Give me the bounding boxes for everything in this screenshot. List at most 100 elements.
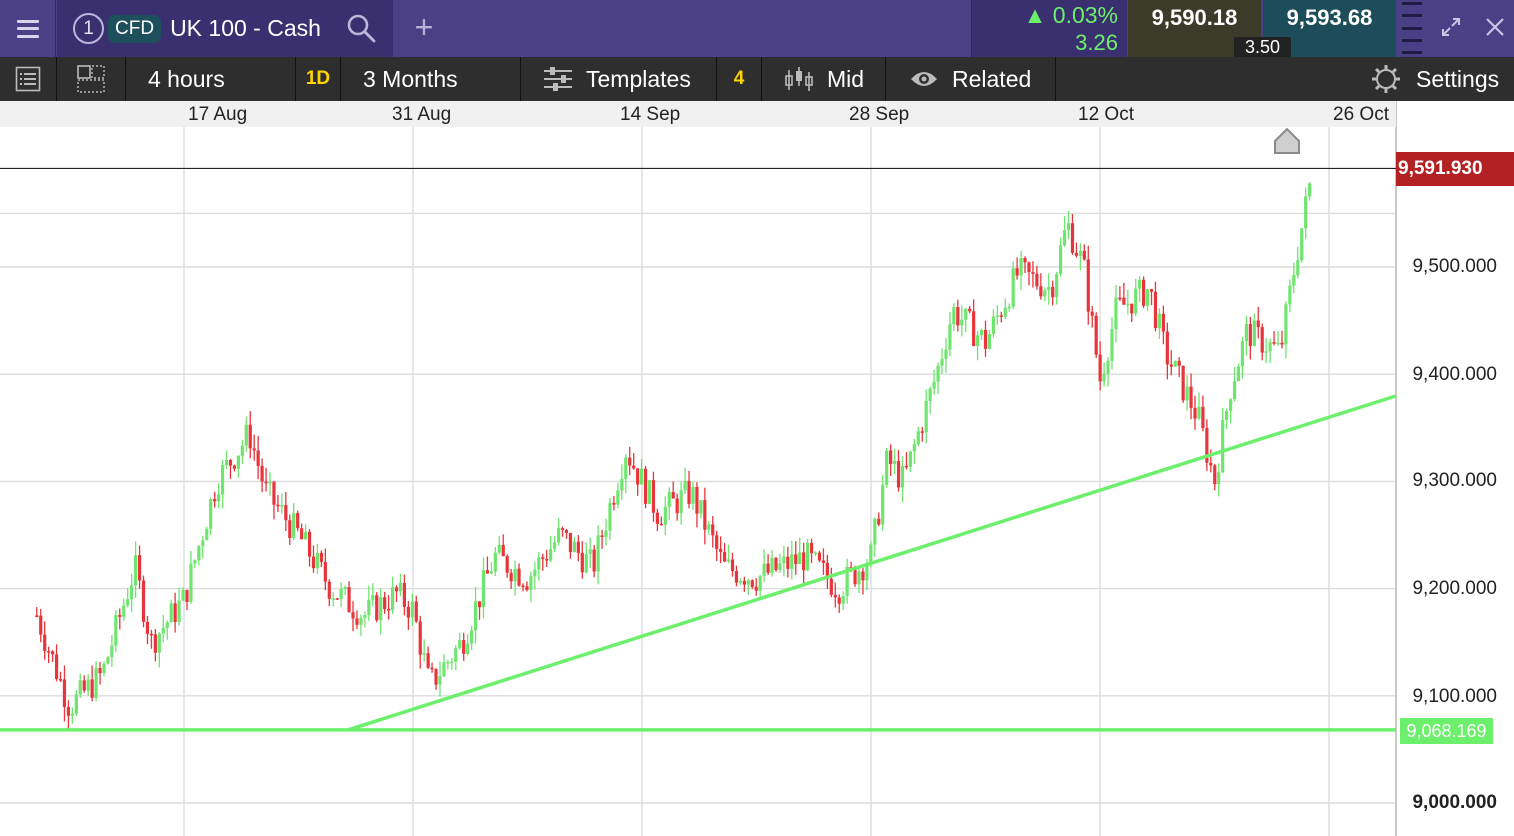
search-icon[interactable]	[345, 12, 377, 44]
candle-body	[636, 468, 640, 485]
candle-body	[624, 457, 628, 479]
quick-period-label: 1D	[305, 68, 331, 89]
candle-body	[861, 571, 865, 581]
price-type-label: Mid	[827, 65, 865, 92]
candle-body	[1078, 250, 1082, 256]
candle-body	[715, 535, 719, 549]
candle-body	[1134, 288, 1138, 314]
candle-body	[1169, 364, 1173, 367]
candle-body	[703, 500, 707, 530]
candle-body	[228, 459, 233, 466]
candle-body	[1023, 258, 1027, 263]
candle-body	[82, 680, 86, 691]
instrument-tab[interactable]: 1 CFD UK 100 - Cash	[57, 0, 393, 57]
candle-body	[375, 595, 379, 621]
candle-body	[355, 618, 359, 625]
candle-body	[323, 561, 327, 582]
candle-body	[1138, 279, 1142, 289]
interval-select[interactable]: 4 hours	[126, 57, 296, 101]
candle-body	[663, 506, 667, 525]
candle-body	[394, 587, 399, 592]
home-icon[interactable]	[1272, 126, 1302, 156]
candle-body	[1007, 306, 1011, 309]
candle-body	[936, 365, 940, 382]
candle-body	[438, 676, 442, 685]
candle-body	[553, 542, 557, 549]
candle-body	[1011, 268, 1015, 307]
candle-body	[659, 523, 663, 526]
date-tick-label: 31 Aug	[392, 104, 452, 125]
watchlist-button[interactable]	[0, 57, 57, 101]
support-line-price-tag[interactable]: 9,068.169	[1400, 718, 1493, 744]
candle-body	[501, 544, 505, 557]
candle-body	[572, 541, 576, 553]
candle-body	[734, 571, 739, 583]
settings-button[interactable]: Settings	[1366, 57, 1514, 101]
candle-body	[549, 548, 553, 561]
candle-body	[86, 679, 90, 691]
candle-body	[161, 627, 165, 634]
candle-body	[651, 480, 656, 513]
candle-body	[596, 535, 600, 572]
candle-body	[454, 648, 458, 662]
candle-body	[592, 549, 596, 572]
candle-body	[339, 588, 343, 599]
close-icon[interactable]	[1480, 12, 1510, 42]
add-tab-button[interactable]: +	[414, 9, 434, 45]
candle-body	[817, 552, 822, 561]
candle-body	[110, 645, 114, 658]
price-chart[interactable]: 17 Aug 31 Aug 14 Sep 28 Sep 12 Oct 26 Oc…	[0, 101, 1514, 836]
price-type-select[interactable]: Mid	[762, 57, 886, 101]
candle-body	[1157, 313, 1162, 329]
candle-body	[1142, 279, 1146, 306]
candle-body	[331, 598, 335, 600]
candle-body	[849, 566, 853, 569]
candle-body	[873, 518, 877, 545]
buy-price-button[interactable]: 9,593.68	[1263, 0, 1396, 57]
layout-button[interactable]	[57, 57, 126, 101]
candle-body	[979, 329, 984, 336]
candle-body	[264, 481, 268, 484]
candle-body	[802, 552, 806, 571]
candle-body	[169, 603, 173, 623]
candle-body	[521, 585, 525, 588]
candle-body	[106, 657, 110, 664]
candle-body	[1102, 373, 1106, 382]
candle-body	[118, 615, 122, 617]
candle-body	[853, 567, 857, 585]
period-select[interactable]: 3 Months	[341, 57, 521, 101]
candle-body	[1189, 386, 1193, 408]
candle-body	[612, 502, 616, 505]
related-button[interactable]: Related	[886, 57, 1056, 101]
candle-body	[220, 465, 225, 495]
candle-body	[1031, 272, 1035, 274]
candle-body	[608, 502, 612, 531]
candle-body	[422, 653, 426, 655]
candle-body	[153, 634, 157, 653]
candle-body	[102, 663, 106, 674]
period-label: 3 Months	[363, 65, 458, 92]
candle-body	[43, 634, 47, 651]
candle-body	[889, 450, 893, 464]
candle-body	[406, 606, 410, 618]
candle-body	[1106, 360, 1110, 374]
candle-body	[944, 349, 948, 359]
candle-body	[1221, 420, 1225, 473]
candle-body	[940, 358, 944, 366]
templates-button[interactable]: Templates	[521, 57, 717, 101]
candle-body	[1070, 223, 1075, 253]
expand-icon[interactable]	[1436, 12, 1466, 42]
chart-plot[interactable]	[0, 101, 1514, 836]
candle-body	[841, 596, 845, 604]
main-menu-button[interactable]	[0, 0, 56, 57]
candle-body	[1094, 315, 1098, 355]
candle-body	[248, 424, 252, 449]
indicator-count-button[interactable]: 4	[717, 57, 762, 101]
candle-body	[924, 400, 928, 433]
candle-body	[280, 505, 284, 507]
quick-period-button[interactable]: 1D	[296, 57, 341, 101]
drag-handle-icon[interactable]	[1402, 2, 1422, 54]
candle-body	[730, 559, 735, 572]
candle-body	[1015, 268, 1019, 276]
candle-body	[782, 556, 786, 564]
